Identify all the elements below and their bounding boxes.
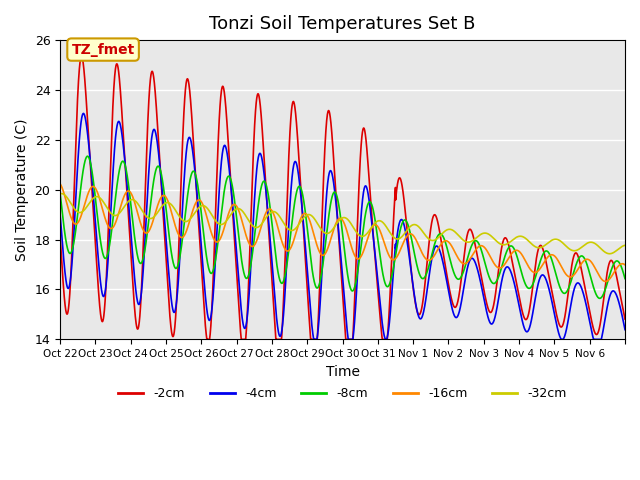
-32cm: [298, 217, 306, 223]
-2cm: [298, 208, 306, 214]
-4cm: [325, 172, 333, 178]
-8cm: [467, 245, 474, 251]
-2cm: [203, 336, 211, 342]
-32cm: [294, 223, 301, 229]
-16cm: [56, 181, 64, 187]
-2cm: [294, 137, 301, 143]
-2cm: [467, 227, 475, 233]
-8cm: [596, 296, 604, 301]
-4cm: [298, 206, 306, 212]
-8cm: [621, 276, 629, 281]
-16cm: [298, 213, 306, 219]
-16cm: [602, 278, 609, 284]
-16cm: [604, 278, 612, 284]
-2cm: [56, 234, 64, 240]
-2cm: [621, 316, 629, 322]
-16cm: [621, 262, 629, 268]
-32cm: [606, 251, 614, 257]
Line: -4cm: -4cm: [60, 113, 625, 339]
Y-axis label: Soil Temperature (C): Soil Temperature (C): [15, 119, 29, 261]
-8cm: [56, 191, 64, 196]
-32cm: [467, 239, 474, 245]
-8cm: [604, 278, 612, 284]
-8cm: [325, 214, 333, 220]
-16cm: [467, 255, 474, 261]
Legend: -2cm, -4cm, -8cm, -16cm, -32cm: -2cm, -4cm, -8cm, -16cm, -32cm: [113, 382, 572, 405]
Line: -16cm: -16cm: [60, 184, 625, 281]
-16cm: [324, 243, 332, 249]
-4cm: [294, 166, 301, 171]
-4cm: [56, 212, 64, 217]
-4cm: [621, 327, 629, 333]
-2cm: [576, 259, 584, 265]
-16cm: [575, 264, 583, 270]
-16cm: [294, 225, 301, 231]
Line: -32cm: -32cm: [60, 193, 625, 254]
-8cm: [294, 186, 301, 192]
Line: -2cm: -2cm: [60, 56, 625, 339]
-32cm: [325, 230, 333, 236]
-4cm: [604, 301, 612, 307]
Text: TZ_fmet: TZ_fmet: [72, 43, 134, 57]
Title: Tonzi Soil Temperatures Set B: Tonzi Soil Temperatures Set B: [209, 15, 476, 33]
-32cm: [621, 242, 629, 248]
-8cm: [84, 153, 92, 159]
-2cm: [325, 108, 333, 114]
-32cm: [576, 246, 584, 252]
-4cm: [467, 256, 475, 262]
-8cm: [576, 254, 584, 260]
-2cm: [604, 265, 612, 271]
-4cm: [79, 110, 87, 116]
-8cm: [298, 190, 306, 195]
-32cm: [604, 251, 612, 256]
-4cm: [576, 282, 584, 288]
-2cm: [77, 53, 85, 59]
Line: -8cm: -8cm: [60, 156, 625, 299]
-32cm: [56, 191, 64, 197]
X-axis label: Time: Time: [326, 365, 360, 379]
-32cm: [58, 191, 65, 196]
-4cm: [310, 336, 317, 342]
